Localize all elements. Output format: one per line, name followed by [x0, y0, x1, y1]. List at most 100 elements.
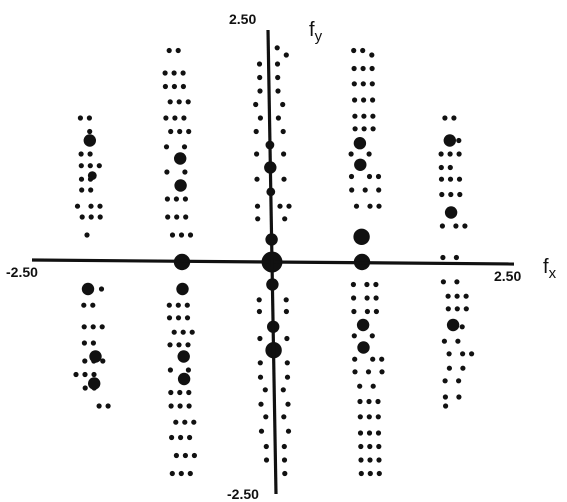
scatter-point	[100, 358, 106, 364]
scatter-point	[442, 378, 448, 384]
scatter-point	[187, 434, 193, 441]
scatter-point	[277, 203, 283, 209]
scatter-point	[187, 470, 193, 477]
scatter-point	[82, 358, 88, 364]
scatter-point	[375, 173, 382, 180]
scatter-point	[178, 434, 184, 441]
scatter-point	[351, 81, 357, 87]
scatter-point	[182, 452, 188, 459]
scatter-point	[177, 350, 190, 363]
x-axis-max-label: 2.50	[494, 268, 521, 284]
scatter-point	[177, 389, 183, 396]
scatter-point	[440, 254, 446, 261]
scatter-point	[191, 452, 197, 459]
y-axis-min-label: -2.50	[227, 486, 259, 502]
scatter-point	[446, 351, 452, 357]
scatter-point	[163, 115, 169, 121]
scatter-point	[171, 329, 177, 335]
scatter-point	[451, 115, 457, 121]
scatter-point	[73, 371, 79, 378]
scatter-point	[175, 302, 181, 308]
scatter-point	[364, 295, 370, 301]
scatter-point	[185, 99, 191, 105]
scatter-point	[357, 383, 363, 389]
scatter-point	[78, 151, 84, 157]
scatter-point	[454, 293, 460, 299]
scatter-point	[360, 65, 366, 72]
scatter-point	[366, 430, 373, 436]
scatter-point	[172, 115, 178, 121]
scatter-point	[364, 281, 370, 288]
scatter-point	[460, 351, 466, 357]
scatter-point	[191, 419, 197, 425]
scatter-point	[169, 434, 175, 441]
scatter-point	[99, 324, 105, 330]
scatter-point	[97, 214, 103, 220]
scatter-point	[445, 293, 451, 299]
scatter-point	[263, 443, 269, 450]
scatter-point	[168, 389, 174, 396]
scatter-point	[169, 470, 175, 477]
scatter-point	[186, 403, 192, 409]
scatter-point	[185, 367, 191, 373]
scatter-point	[285, 428, 292, 434]
scatter-point	[369, 333, 375, 339]
scatter-point	[167, 367, 173, 373]
scatter-point	[281, 443, 287, 450]
scatter-point	[358, 457, 364, 463]
scatter-point	[447, 164, 453, 171]
scatter-point	[350, 281, 356, 288]
scatter-point	[82, 371, 88, 378]
scatter-point	[163, 144, 170, 150]
scatter-point	[284, 374, 291, 380]
scatter-point	[453, 254, 459, 261]
scatter-point	[255, 216, 261, 222]
scatter-point	[361, 126, 367, 132]
scatter-point	[357, 414, 363, 420]
scatter-point	[348, 173, 355, 180]
scatter-point	[439, 191, 445, 198]
scatter-point	[280, 101, 286, 108]
scatter-point	[175, 315, 182, 321]
scatter-point	[77, 115, 83, 121]
scatter-point	[177, 372, 191, 386]
scatter-point	[351, 47, 357, 54]
scatter-point	[351, 333, 357, 339]
scatter-point	[78, 163, 84, 169]
scatter-point	[455, 338, 461, 344]
scatter-point	[178, 232, 185, 238]
scatter-point	[184, 315, 191, 321]
scatter-point	[442, 394, 448, 400]
scatter-point	[180, 70, 186, 76]
scatter-point	[168, 128, 174, 135]
scatter-point	[361, 113, 367, 119]
y-axis-line	[266, 29, 278, 495]
scatter-point	[282, 216, 288, 222]
scatter-point	[367, 457, 373, 463]
scatter-point	[281, 414, 287, 420]
scatter-point	[87, 151, 93, 157]
scatter-point	[79, 187, 85, 193]
scatter-point	[439, 223, 445, 229]
scatter-point	[454, 279, 460, 285]
scatter-point	[181, 144, 188, 150]
scatter-point	[275, 74, 281, 81]
scatter-point	[169, 232, 176, 238]
scatter-point	[367, 470, 373, 477]
scatter-point	[176, 282, 189, 296]
scatter-point	[281, 176, 287, 182]
scatter-point	[91, 371, 97, 378]
scatter-point	[376, 203, 382, 209]
scatter-point	[370, 126, 376, 132]
x-axis-name: fx	[543, 256, 557, 282]
scatter-point	[357, 341, 370, 354]
scatter-point	[86, 115, 92, 121]
scatter-point	[358, 470, 364, 477]
scatter-point	[81, 302, 87, 308]
scatter-point	[81, 324, 87, 330]
scatter-point	[177, 403, 183, 409]
scatter-point	[166, 302, 172, 308]
scatter-point	[375, 414, 381, 420]
scatter-point	[164, 196, 170, 202]
scatter-point	[184, 302, 190, 308]
